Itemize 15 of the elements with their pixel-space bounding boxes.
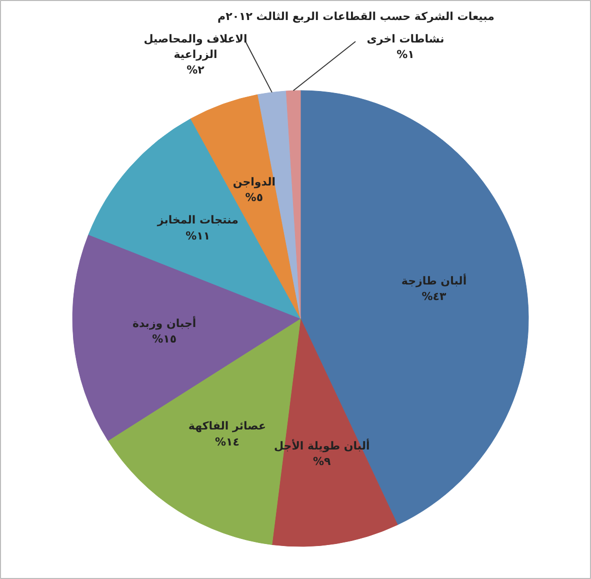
data-label: %١ bbox=[396, 48, 414, 62]
data-label: %٩ bbox=[313, 454, 332, 468]
data-label: %٢ bbox=[186, 64, 205, 77]
slice-label: عصائر الفاكهة bbox=[188, 420, 266, 433]
slice-label: منتجات المخابز bbox=[156, 214, 238, 227]
chart-title: مبيعات الشركة حسب القطاعات الربع الثالث ٢٠١٢م bbox=[218, 10, 494, 23]
data-label: %١٥ bbox=[152, 332, 177, 346]
slice-label: الاعلاف والمحاصيل الزراعية bbox=[144, 32, 248, 62]
data-label: %٤٣ bbox=[422, 290, 447, 303]
slice-label: ألبان طازجة bbox=[401, 273, 467, 288]
data-label: %١٤ bbox=[214, 435, 240, 448]
slice-label: أجبان وزبدة bbox=[132, 316, 196, 330]
slice-label: نشاطات اخرى bbox=[366, 32, 444, 46]
data-label: %٥ bbox=[245, 191, 264, 204]
data-label: %١١ bbox=[186, 229, 210, 242]
